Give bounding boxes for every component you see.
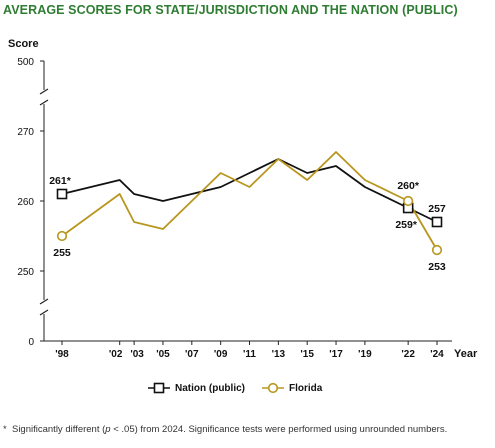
nation-point-marker xyxy=(56,188,68,200)
legend-label-nation: Nation (public) xyxy=(175,382,245,394)
footnote-star: * xyxy=(3,424,7,435)
y-tick-label: 0 xyxy=(28,337,34,348)
florida-point-marker xyxy=(56,230,68,242)
y-axis-title: Score xyxy=(8,38,39,50)
footnote-text-before: Significantly different ( xyxy=(11,424,106,435)
y-tick-label: 270 xyxy=(17,127,34,138)
x-axis-title: Year xyxy=(454,348,478,360)
legend-item-nation: Nation (public) xyxy=(148,382,245,394)
legend-item-florida: Florida xyxy=(262,382,322,394)
x-tick-label: '15 xyxy=(300,349,314,360)
axis-break-mark xyxy=(39,99,49,106)
x-tick-label: '98 xyxy=(55,349,69,360)
legend-label-florida: Florida xyxy=(289,382,323,394)
x-tick-label: '09 xyxy=(214,349,228,360)
nation-point-marker xyxy=(431,216,443,228)
data-label: 261* xyxy=(49,175,72,187)
y-tick-label: 250 xyxy=(17,267,34,278)
data-label: 257 xyxy=(428,203,446,215)
square-marker-icon xyxy=(148,382,170,394)
footnote-text-after: < .05) from 2024. Significance tests wer… xyxy=(110,424,448,435)
y-tick-label: 260 xyxy=(17,197,34,208)
line-chart: Score 0 250 260 270 500 '98 '02 '03 '05 '07 '09 '11 '… xyxy=(8,38,478,360)
x-tick-label: '05 xyxy=(156,349,170,360)
x-tick-label: '02 xyxy=(109,349,123,360)
y-tick-label: 500 xyxy=(17,57,34,68)
x-tick-label: '13 xyxy=(272,349,286,360)
x-tick-label: '24 xyxy=(430,349,444,360)
x-tick-label: '11 xyxy=(243,349,256,360)
data-label: 253 xyxy=(428,261,446,273)
x-tick-label: '17 xyxy=(329,349,343,360)
data-label: 259* xyxy=(395,219,418,231)
circle-marker-icon xyxy=(262,382,284,394)
nation-series-line xyxy=(61,158,438,223)
footnote-p-symbol: p xyxy=(105,424,111,435)
axis-break-mark xyxy=(39,298,49,305)
chart-title: AVERAGE SCORES FOR STATE/JURISDICTION AN… xyxy=(3,3,458,17)
data-label: 260* xyxy=(397,180,420,192)
footnote: * Significantly different (p < .05) from… xyxy=(3,424,491,435)
x-tick-label: '07 xyxy=(185,349,199,360)
x-tick-label: '19 xyxy=(358,349,372,360)
axis-break-mark xyxy=(39,88,49,95)
x-tick-label: '03 xyxy=(130,349,144,360)
data-label: 255 xyxy=(53,247,71,259)
axis-break-mark xyxy=(39,309,49,316)
chart-legend: Nation (public) Florida xyxy=(0,382,495,398)
florida-point-marker xyxy=(403,195,414,207)
florida-series-line xyxy=(61,151,438,251)
x-tick-label: '22 xyxy=(401,349,415,360)
florida-point-marker xyxy=(431,244,443,256)
